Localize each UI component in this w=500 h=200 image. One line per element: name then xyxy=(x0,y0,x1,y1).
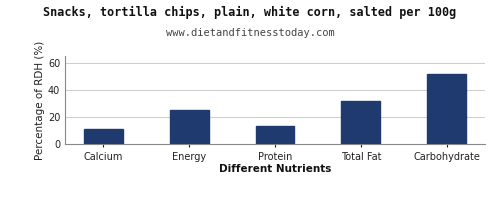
X-axis label: Different Nutrients: Different Nutrients xyxy=(219,164,331,174)
Bar xyxy=(428,74,466,144)
Bar xyxy=(256,126,294,144)
Bar xyxy=(342,101,380,144)
Bar xyxy=(84,129,122,144)
Bar xyxy=(170,110,208,144)
Text: www.dietandfitnesstoday.com: www.dietandfitnesstoday.com xyxy=(166,28,334,38)
Y-axis label: Percentage of RDH (%): Percentage of RDH (%) xyxy=(35,40,45,160)
Text: Snacks, tortilla chips, plain, white corn, salted per 100g: Snacks, tortilla chips, plain, white cor… xyxy=(44,6,457,19)
